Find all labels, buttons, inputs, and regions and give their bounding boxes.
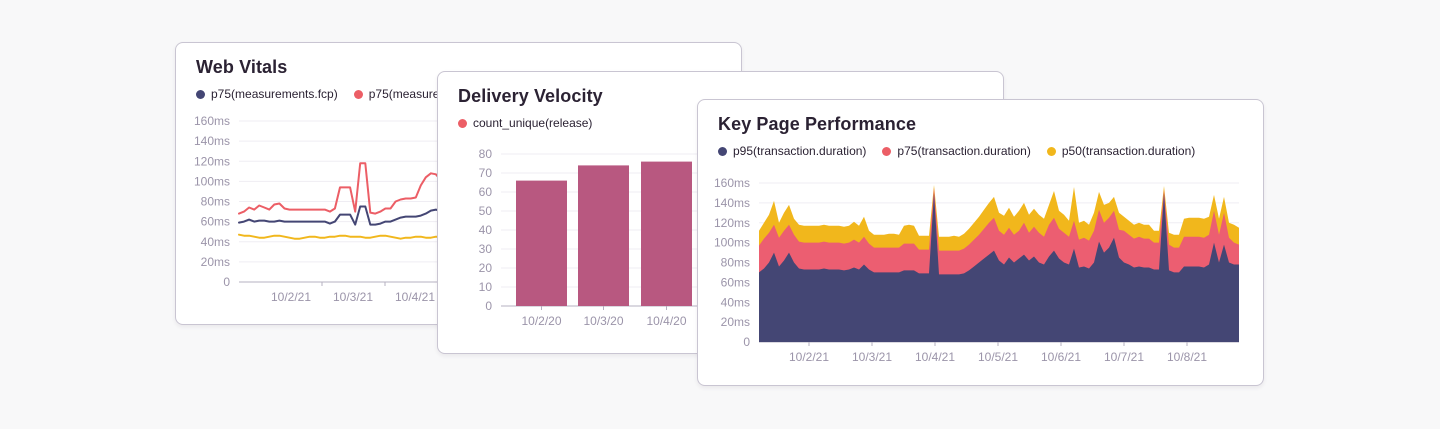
svg-text:80ms: 80ms [201, 195, 230, 209]
legend-dot-icon [353, 89, 363, 99]
svg-text:10/3/21: 10/3/21 [333, 290, 373, 304]
legend-label: p95(transaction.duration) [733, 144, 867, 158]
svg-text:120ms: 120ms [714, 216, 750, 230]
svg-text:160ms: 160ms [714, 176, 750, 190]
legend-item[interactable]: count_unique(release) [458, 116, 592, 130]
legend-label: p50(transaction.duration) [1061, 144, 1196, 158]
svg-text:10/2/20: 10/2/20 [521, 314, 561, 328]
svg-text:10: 10 [479, 280, 493, 294]
svg-text:120ms: 120ms [194, 154, 230, 168]
svg-text:0: 0 [223, 275, 230, 289]
svg-text:60ms: 60ms [201, 215, 230, 229]
legend: p95(transaction.duration) p75(transaction… [718, 144, 1243, 158]
svg-text:10/8/21: 10/8/21 [1167, 350, 1207, 364]
svg-text:0: 0 [743, 335, 750, 349]
svg-text:80: 80 [479, 147, 493, 161]
svg-text:20ms: 20ms [201, 255, 230, 269]
svg-text:10/3/21: 10/3/21 [852, 350, 892, 364]
svg-text:10/5/21: 10/5/21 [978, 350, 1018, 364]
svg-text:60: 60 [479, 185, 493, 199]
svg-text:20ms: 20ms [721, 315, 750, 329]
svg-text:80ms: 80ms [721, 256, 750, 270]
svg-text:100ms: 100ms [194, 174, 230, 188]
widget-key-page-performance: 160ms 140ms 120ms 100ms 80ms 60ms 40ms 20ms 0 10/… [697, 99, 1264, 386]
legend-label: p75(transaction.duration) [897, 144, 1031, 158]
legend-label: p75(measurements.fcp) [211, 87, 338, 101]
legend-item[interactable]: p95(transaction.duration) [718, 144, 866, 158]
legend-dot-icon [718, 146, 727, 156]
svg-text:40: 40 [479, 223, 493, 237]
widget-title: Delivery Velocity [458, 86, 603, 106]
svg-text:10/2/21: 10/2/21 [789, 350, 829, 364]
svg-text:10/3/20: 10/3/20 [583, 314, 623, 328]
svg-text:100ms: 100ms [714, 236, 750, 250]
legend-dot-icon [196, 89, 205, 99]
key-page-performance-chart[interactable]: 160ms 140ms 120ms 100ms 80ms 60ms 40ms 20ms 0 10/… [698, 100, 1265, 387]
widget-title: Web Vitals [196, 57, 288, 77]
svg-text:140ms: 140ms [714, 196, 750, 210]
svg-text:60ms: 60ms [721, 275, 750, 289]
svg-text:10/2/21: 10/2/21 [271, 290, 311, 304]
svg-text:140ms: 140ms [194, 134, 230, 148]
svg-text:30: 30 [479, 242, 493, 256]
widget-title: Key Page Performance [718, 114, 917, 134]
svg-text:40ms: 40ms [721, 295, 750, 309]
svg-text:10/4/20: 10/4/20 [646, 314, 686, 328]
legend-dot-icon [882, 146, 892, 156]
legend-dot-icon [1046, 146, 1056, 156]
svg-text:10/6/21: 10/6/21 [1041, 350, 1081, 364]
svg-text:50: 50 [479, 204, 493, 218]
svg-text:40ms: 40ms [201, 235, 230, 249]
legend-item[interactable]: p75(measurements.fcp) [196, 87, 338, 101]
svg-text:10/7/21: 10/7/21 [1104, 350, 1144, 364]
legend-dot-icon [458, 118, 467, 128]
svg-text:20: 20 [479, 261, 493, 275]
legend-item[interactable]: p75(transaction.duration) [882, 144, 1031, 158]
legend: count_unique(release) [458, 116, 983, 130]
legend-label: count_unique(release) [473, 116, 593, 130]
legend-item[interactable]: p50(transaction.duration) [1046, 144, 1196, 158]
svg-text:0: 0 [485, 299, 492, 313]
svg-text:160ms: 160ms [194, 114, 230, 128]
svg-text:10/4/21: 10/4/21 [395, 290, 435, 304]
svg-text:70: 70 [479, 166, 493, 180]
svg-text:10/4/21: 10/4/21 [915, 350, 955, 364]
